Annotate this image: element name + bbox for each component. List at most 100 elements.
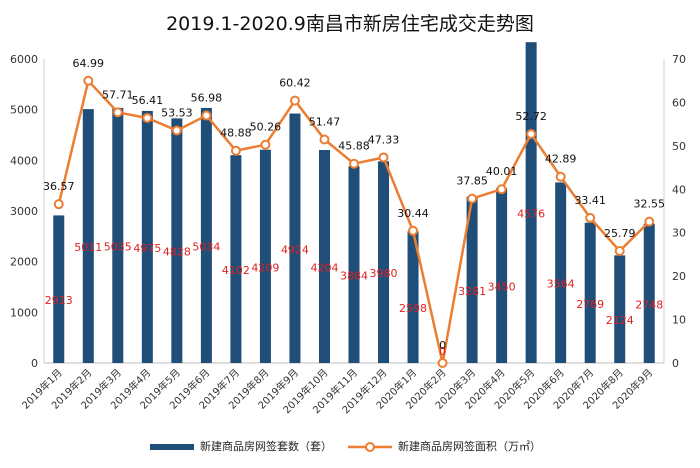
line-point	[260, 139, 271, 150]
line-data-label: 60.42	[279, 77, 311, 90]
line-point	[496, 184, 507, 195]
line-point	[644, 216, 655, 227]
line-point	[349, 158, 359, 169]
bar-data-label: 5034	[192, 240, 220, 253]
bar	[230, 155, 242, 363]
legend-line-label: 新建商品房网签面积（万㎡）	[398, 439, 541, 453]
bar-data-label: 4209	[251, 261, 279, 274]
bar	[112, 107, 124, 363]
bar	[259, 149, 271, 363]
bar	[555, 182, 567, 363]
line-point	[555, 171, 566, 182]
line-data-label: 32.55	[633, 198, 665, 211]
bar	[289, 113, 301, 363]
y-right-tick-label: 20	[672, 270, 686, 283]
y-right-tick-label: 30	[672, 227, 686, 240]
bar	[496, 188, 508, 363]
bar-data-label: 3884	[340, 270, 368, 283]
bar	[407, 231, 419, 363]
bar	[614, 255, 626, 363]
bar-data-label: 5035	[104, 240, 132, 253]
bar-data-label: 3564	[547, 278, 575, 291]
line-point	[437, 358, 448, 368]
line-point	[230, 145, 241, 156]
bar-data-label: 5011	[74, 241, 102, 254]
bar-data-label: 4828	[163, 246, 191, 259]
line-data-label: 42.89	[545, 153, 577, 166]
bar-data-label: 4576	[517, 208, 545, 221]
bar-data-label: 4102	[222, 264, 250, 277]
line-data-label: 33.41	[574, 194, 606, 207]
y-left-tick-label: 5000	[10, 104, 38, 117]
bar-data-label: 0	[439, 345, 446, 358]
line-point	[201, 110, 212, 121]
line-data-label: 45.88	[338, 140, 370, 153]
line-data-label: 30.44	[397, 207, 429, 220]
y-right-tick-label: 50	[672, 140, 686, 153]
y-right-tick-label: 60	[672, 96, 686, 109]
bar	[200, 107, 212, 363]
bar-data-label: 4204	[310, 261, 338, 274]
line-data-label: 40.01	[486, 165, 518, 178]
legend: 新建商品房网签套数（套） 新建商品房网签面积（万㎡）	[150, 439, 541, 453]
line-point	[83, 75, 94, 86]
bar-data-label: 2748	[635, 298, 663, 311]
y-left-tick-label: 6000	[10, 53, 38, 66]
y-left-tick-label: 2000	[10, 256, 38, 269]
bar-data-label: 2598	[399, 302, 427, 315]
bar	[525, 42, 537, 364]
line-point	[171, 125, 182, 136]
line-data-label: 53.53	[161, 107, 193, 120]
plot-area: 0 1000 2000 3000 4000 5000 6000 0 10 20 30 40 50 60 70…	[10, 42, 686, 416]
line-data-label: 57.71	[102, 88, 134, 101]
bar	[141, 110, 153, 363]
y-left-tick-label: 3000	[10, 205, 38, 218]
legend-line-marker	[365, 442, 375, 452]
line-point	[614, 245, 625, 256]
y-right-tick-label: 0	[672, 357, 679, 370]
line-data-label: 51.47	[309, 115, 341, 128]
line-point	[467, 193, 478, 204]
line-point	[53, 199, 64, 210]
bar	[82, 109, 94, 363]
bar-data-label: 3450	[488, 281, 516, 294]
line-data-label: 25.79	[604, 227, 636, 240]
line-point	[585, 212, 596, 223]
line-point	[378, 152, 389, 163]
line-data-label: 56.98	[191, 92, 223, 105]
y-right-tick-label: 70	[672, 53, 686, 66]
line-point	[319, 134, 330, 145]
y-right-tick-label: 40	[672, 183, 686, 196]
y-left-tick-label: 4000	[10, 154, 38, 167]
bar	[171, 118, 183, 363]
bar-data-label: 4975	[133, 242, 161, 255]
bar-data-label: 3980	[370, 267, 398, 280]
bar-data-label: 2769	[576, 298, 604, 311]
bar-data-label: 3281	[458, 285, 486, 298]
line-data-label: 0	[439, 339, 446, 352]
line-data-label: 37.85	[456, 175, 488, 188]
line-data-label: 50.26	[250, 121, 282, 134]
line-point	[112, 107, 123, 118]
line-data-label: 48.88	[220, 127, 252, 140]
y-right-tick-label: 10	[672, 314, 686, 327]
line-data-label: 56.41	[132, 94, 164, 107]
bar-data-label: 4924	[281, 243, 309, 256]
y-left-tick-label: 1000	[10, 306, 38, 319]
line-point	[408, 225, 419, 236]
line-data-label: 47.33	[368, 133, 400, 146]
bar-data-label: 2913	[45, 294, 73, 307]
legend-bar-swatch	[150, 444, 194, 450]
legend-bar-label: 新建商品房网签套数（套）	[200, 439, 332, 453]
line-point	[526, 129, 537, 140]
line-point	[289, 95, 300, 106]
bar-data-label: 2124	[606, 314, 634, 327]
line-point	[142, 113, 153, 124]
bar	[53, 215, 65, 363]
line-data-label: 36.57	[43, 180, 75, 193]
bar	[318, 149, 330, 363]
bar	[466, 196, 478, 363]
bar	[584, 222, 596, 363]
bar	[378, 161, 390, 363]
